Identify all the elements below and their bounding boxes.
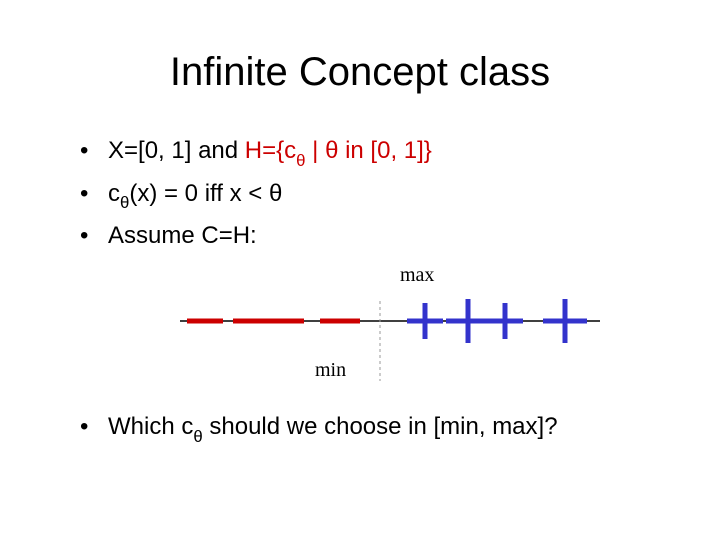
svg-text:min: min	[315, 359, 346, 381]
b1-and: and	[198, 137, 245, 164]
q-pre: Which c	[108, 413, 193, 440]
bullet-list: X=[0, 1] and H={cθ | θ in [0, 1]} cθ(x) …	[80, 135, 660, 251]
b2-c: c	[108, 180, 120, 207]
bullet-1: X=[0, 1] and H={cθ | θ in [0, 1]}	[80, 135, 660, 170]
theta-sub-2: θ	[120, 193, 129, 212]
svg-text:max: max	[400, 264, 434, 286]
question-list: Which cθ should we choose in [min, max]?	[80, 411, 660, 446]
theta-sub-1: θ	[296, 151, 305, 170]
b1-x: X=[0, 1]	[108, 137, 198, 164]
b1-h2: | θ in [0, 1]}	[306, 137, 432, 164]
b2-mid: (x) = 0 iff x < θ	[129, 180, 282, 207]
bullet-2: cθ(x) = 0 iff x < θ	[80, 178, 660, 213]
bullet-3: Assume C=H:	[80, 220, 660, 251]
diagram-svg: max min	[60, 261, 660, 391]
threshold-diagram: max min	[60, 261, 660, 391]
b1-h1: H={c	[245, 137, 296, 164]
slide-title: Infinite Concept class	[60, 50, 660, 95]
theta-sub-3: θ	[193, 427, 202, 446]
question-bullet: Which cθ should we choose in [min, max]?	[80, 411, 660, 446]
q-post: should we choose in [min, max]?	[203, 413, 558, 440]
